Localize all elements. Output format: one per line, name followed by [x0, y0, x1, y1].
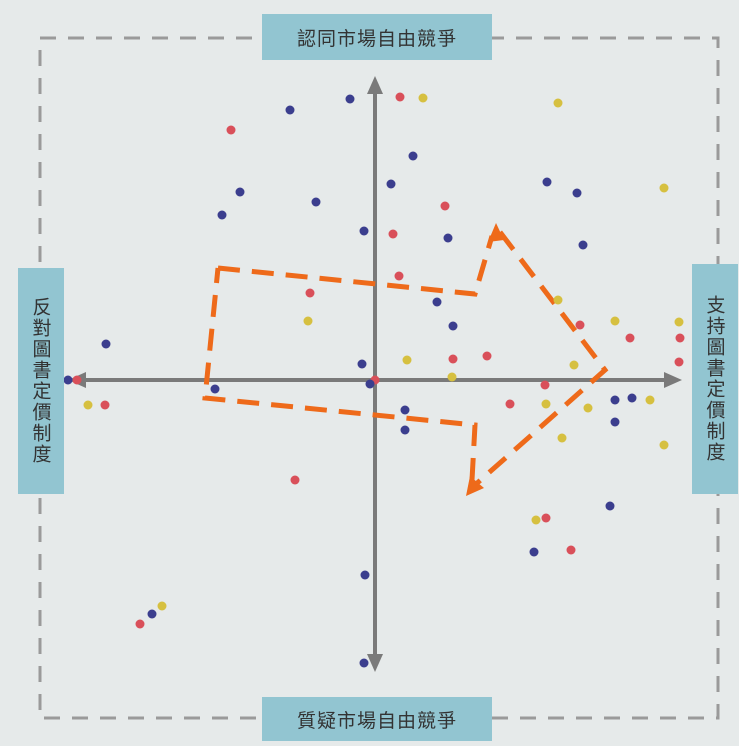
arrowhead	[488, 223, 504, 242]
sticker-dot	[578, 240, 588, 250]
sticker-dot	[645, 395, 655, 405]
sticker-dot	[359, 226, 369, 236]
sticker-dot	[540, 380, 550, 390]
sticker-dot	[482, 351, 492, 361]
sticker-dot	[400, 425, 410, 435]
sticker-dot	[285, 105, 295, 115]
sticker-dot	[345, 94, 355, 104]
sticker-dot	[72, 375, 82, 385]
sticker-dot	[388, 229, 398, 239]
sticker-dot	[448, 321, 458, 331]
sticker-dot	[553, 295, 563, 305]
sticker-dot	[394, 271, 404, 281]
sticker-dot	[505, 399, 515, 409]
sticker-dot	[100, 400, 110, 410]
sticker-dot	[542, 177, 552, 187]
sticker-dot	[311, 197, 321, 207]
sticker-dot	[610, 316, 620, 326]
arrowhead	[664, 372, 682, 388]
sticker-dot	[226, 125, 236, 135]
sticker-dot	[625, 333, 635, 343]
sticker-dot	[575, 320, 585, 330]
sticker-dot	[627, 393, 637, 403]
sticker-dot	[303, 316, 313, 326]
sticker-dot	[610, 417, 620, 427]
sticker-dot	[365, 379, 375, 389]
sticker-dot	[135, 619, 145, 629]
sticker-dot	[63, 375, 73, 385]
sticker-dot	[531, 515, 541, 525]
sticker-dot	[557, 433, 567, 443]
sticker-dot	[541, 399, 551, 409]
sticker-dot	[569, 360, 579, 370]
sticker-dot	[386, 179, 396, 189]
sticker-dot	[402, 355, 412, 365]
sticker-dot	[674, 357, 684, 367]
sticker-dot	[408, 151, 418, 161]
sticker-dot	[447, 372, 457, 382]
orange-dashed-arrow	[202, 230, 609, 487]
sticker-dot	[400, 405, 410, 415]
sticker-dot	[675, 333, 685, 343]
sticker-dot	[210, 384, 220, 394]
sticker-dot	[674, 317, 684, 327]
sticker-dot	[440, 201, 450, 211]
sticker-dot	[529, 547, 539, 557]
sticker-dot	[448, 354, 458, 364]
sticker-dot	[443, 233, 453, 243]
sticker-dot	[157, 601, 167, 611]
sticker-dot	[235, 187, 245, 197]
arrowhead	[466, 476, 484, 496]
sticker-dot	[566, 545, 576, 555]
sticker-dot	[359, 658, 369, 668]
sticker-dot	[605, 501, 615, 511]
sticker-dot	[147, 609, 157, 619]
arrowhead	[367, 76, 383, 94]
sticker-dot	[583, 403, 593, 413]
sticker-dot	[418, 93, 428, 103]
bottom-label: 質疑市場自由競爭	[262, 697, 492, 741]
sticker-dot	[541, 513, 551, 523]
sticker-dot	[101, 339, 111, 349]
sticker-dot	[572, 188, 582, 198]
sticker-dot	[83, 400, 93, 410]
sticker-dot	[357, 359, 367, 369]
sticker-dot	[395, 92, 405, 102]
top-label: 認同市場自由競爭	[262, 14, 492, 60]
sticker-dot	[290, 475, 300, 485]
sticker-dot	[659, 440, 669, 450]
sticker-dot	[360, 570, 370, 580]
right-label: 支持圖書定價制度	[692, 264, 738, 494]
arrowhead	[367, 654, 383, 672]
sticker-dot	[305, 288, 315, 298]
sticker-dot	[432, 297, 442, 307]
left-label: 反對圖書定價制度	[18, 268, 64, 494]
sticker-dot	[553, 98, 563, 108]
sticker-dot	[659, 183, 669, 193]
sticker-dot	[610, 395, 620, 405]
sticker-dot	[217, 210, 227, 220]
